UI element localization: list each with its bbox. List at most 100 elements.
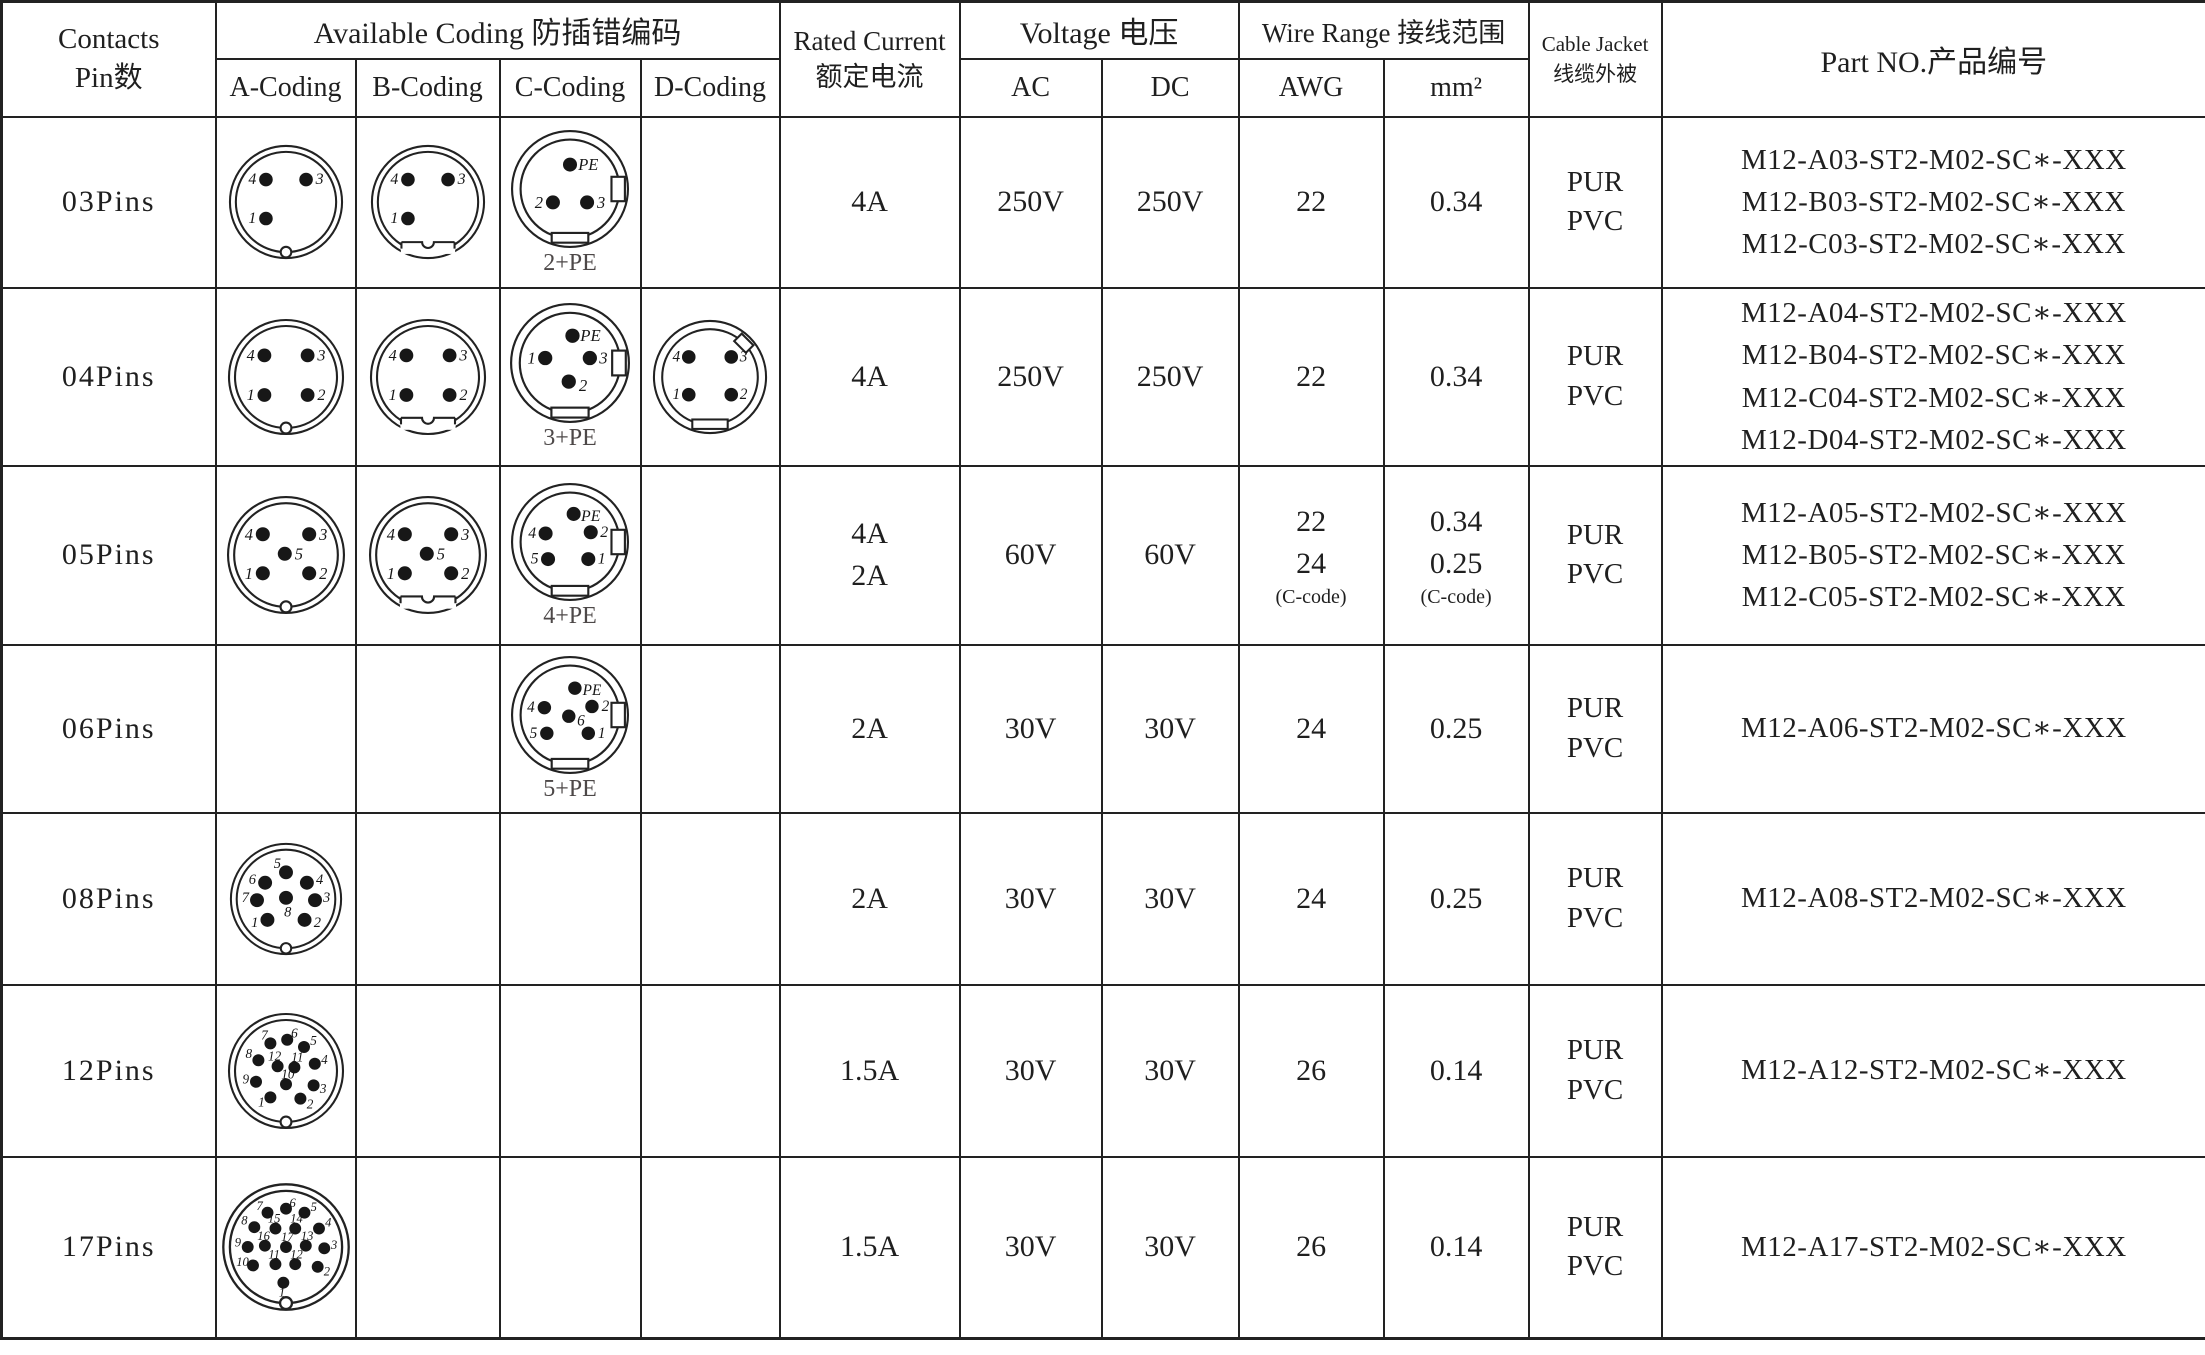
svg-text:8: 8 bbox=[284, 904, 292, 920]
rated-current-cell: 4A bbox=[778, 115, 961, 289]
voltage-ac-cell: 60V bbox=[958, 464, 1103, 646]
wire-awg-cell: 22 bbox=[1237, 115, 1385, 289]
coding-cell-a: 7 6 5 8 4 9 3 1 2 12 11 10 bbox=[214, 983, 357, 1158]
svg-text:3: 3 bbox=[458, 346, 467, 364]
header-contacts: Contacts Pin数 bbox=[0, 0, 217, 118]
svg-text:2: 2 bbox=[579, 376, 587, 395]
rated-current-cell: 2A bbox=[778, 811, 961, 986]
wire-awg-cell: 22 bbox=[1237, 286, 1385, 467]
part-numbers-cell: M12-A03-ST2-M02-SC∗-XXX M12-B03-ST2-M02-S… bbox=[1660, 115, 2205, 289]
wire-mm2-cell: 0.34 0.25 (C-code) bbox=[1382, 464, 1530, 646]
svg-text:2: 2 bbox=[319, 564, 327, 583]
rated-current-cell: 4A 2A bbox=[778, 464, 961, 646]
coding-cell-d bbox=[639, 983, 781, 1158]
connector-diagram: 5 6 4 7 3 8 1 2 bbox=[229, 842, 342, 955]
cable-jacket-value: PVC bbox=[1566, 379, 1624, 412]
svg-text:4: 4 bbox=[248, 171, 256, 188]
part-number: M12-A05-ST2-M02-SC∗-XXX bbox=[1741, 496, 2127, 529]
svg-text:1: 1 bbox=[388, 386, 396, 404]
part-number: M12-A17-ST2-M02-SC∗-XXX bbox=[1741, 1231, 2127, 1264]
cable-jacket-value: PUR bbox=[1566, 692, 1624, 725]
rated-current-cell: 2A bbox=[778, 643, 961, 814]
cable-jacket-value: PVC bbox=[1566, 1073, 1624, 1106]
svg-text:5: 5 bbox=[436, 544, 444, 563]
svg-text:3: 3 bbox=[330, 1238, 337, 1252]
table-row: 03Pins 4 3 1 4 3 1 PE 2 3 2+PE 4A 250V 250V 22 0.34 PUR P… bbox=[0, 115, 2205, 289]
coding-cell-c bbox=[498, 811, 642, 986]
svg-text:PE: PE bbox=[579, 327, 600, 346]
cable-jacket-value: PVC bbox=[1566, 558, 1624, 590]
header-wire-range: Wire Range 接线范围 bbox=[1237, 0, 1530, 60]
svg-text:3: 3 bbox=[460, 525, 469, 544]
svg-text:13: 13 bbox=[300, 1229, 313, 1243]
header-available-coding: Available Coding 防插错编码 bbox=[214, 0, 781, 60]
cable-jacket-value: PVC bbox=[1566, 205, 1624, 237]
svg-text:4: 4 bbox=[388, 346, 396, 364]
svg-text:4: 4 bbox=[316, 871, 323, 887]
table-row: 08Pins 5 6 4 7 3 8 1 2 2A 30V 30V 24 0.25 PUR PVC M12-A0… bbox=[0, 811, 2205, 986]
svg-text:10: 10 bbox=[281, 1066, 295, 1081]
cable-jacket-value: PUR bbox=[1566, 340, 1624, 373]
part-numbers-cell: M12-A17-ST2-M02-SC∗-XXX bbox=[1660, 1155, 2205, 1340]
connector-diagram: 4 35 1 2 bbox=[368, 495, 487, 615]
connector-diagram: 4 3 1 bbox=[370, 144, 485, 260]
connector-diagram: 4 3 1 2 bbox=[652, 319, 768, 434]
mm2-value: 0.25 bbox=[1429, 547, 1483, 580]
coding-cell-a: 5 6 4 7 3 8 1 2 bbox=[214, 811, 357, 986]
svg-text:10: 10 bbox=[236, 1255, 249, 1269]
coding-cell-d: 4 3 1 2 bbox=[639, 286, 781, 467]
wire-awg-cell: 26 bbox=[1237, 983, 1385, 1158]
wire-mm2-cell: 0.14 bbox=[1382, 1155, 1530, 1340]
svg-text:5: 5 bbox=[273, 856, 280, 872]
rated-current-value: 2A bbox=[851, 711, 888, 745]
voltage-dc-cell: 30V bbox=[1100, 643, 1240, 814]
header-ac: AC bbox=[958, 57, 1103, 118]
connector-diagram: 7 6 5 8 4 9 3 10 2 1 15 14 16 17 13 11 12 bbox=[221, 1183, 350, 1312]
svg-text:1: 1 bbox=[390, 210, 398, 227]
svg-text:3: 3 bbox=[598, 349, 607, 368]
svg-text:4: 4 bbox=[325, 1216, 331, 1230]
svg-text:1: 1 bbox=[246, 386, 254, 404]
table-body: 03Pins 4 3 1 4 3 1 PE 2 3 2+PE 4A 250V 250V 22 0.34 PUR P… bbox=[0, 115, 2205, 1340]
svg-text:1: 1 bbox=[248, 210, 256, 227]
svg-text:17: 17 bbox=[281, 1230, 294, 1244]
wire-awg-cell: 22 24 (C-code) bbox=[1237, 464, 1385, 646]
wire-mm2-cell: 0.14 bbox=[1382, 983, 1530, 1158]
coding-diagram-wrap: PE 1 3 2 3+PE bbox=[502, 301, 639, 451]
header-cable-jacket-cn: 线缆外被 bbox=[1553, 62, 1638, 87]
connector-diagram: PE 4 2 5 1 bbox=[510, 482, 630, 601]
svg-text:6: 6 bbox=[289, 1196, 296, 1210]
coding-cell-c: PE 2 3 2+PE bbox=[498, 115, 642, 289]
svg-text:6: 6 bbox=[248, 871, 256, 887]
svg-text:12: 12 bbox=[268, 1048, 282, 1063]
part-numbers-cell: M12-A12-ST2-M02-SC∗-XXX bbox=[1660, 983, 2205, 1158]
coding-diagram-wrap: 7 6 5 8 4 9 3 1 2 12 11 10 bbox=[218, 1011, 354, 1131]
voltage-ac-cell: 250V bbox=[958, 286, 1103, 467]
coding-cell-c bbox=[498, 1155, 642, 1340]
connector-diagram: PE 2 3 bbox=[510, 129, 630, 248]
svg-text:4: 4 bbox=[673, 348, 681, 365]
coding-diagram-wrap: 4 3 1 2 bbox=[218, 317, 354, 437]
mm2-value: 0.34 bbox=[1429, 359, 1483, 393]
wire-awg-cell: 24 bbox=[1237, 811, 1385, 986]
svg-text:1: 1 bbox=[251, 914, 258, 930]
svg-text:1: 1 bbox=[258, 1094, 265, 1109]
rated-current-value: 4A bbox=[851, 185, 888, 218]
part-number: M12-A06-ST2-M02-SC∗-XXX bbox=[1741, 712, 2127, 745]
row-pins-label: 17Pins bbox=[0, 1155, 217, 1340]
part-number: M12-C03-ST2-M02-SC∗-XXX bbox=[1741, 228, 2126, 261]
wire-mm2-cell: 0.34 bbox=[1382, 286, 1530, 467]
coding-cell-d bbox=[639, 643, 781, 814]
table-row: 06Pins PE 4 2 6 5 1 5+PE 2A 30V 30V 24 0.25 PUR PVC M12… bbox=[0, 643, 2205, 814]
mm2-value: 0.14 bbox=[1429, 1230, 1483, 1264]
header-cable-jacket: Cable Jacket 线缆外被 bbox=[1527, 0, 1663, 118]
row-pins-label: 12Pins bbox=[0, 983, 217, 1158]
svg-text:2: 2 bbox=[313, 914, 320, 930]
coding-diagram-wrap: 7 6 5 8 4 9 3 10 2 1 15 14 16 17 13 11 12 bbox=[218, 1181, 354, 1313]
voltage-ac-cell: 250V bbox=[958, 115, 1103, 289]
svg-text:PE: PE bbox=[577, 155, 598, 174]
svg-text:4: 4 bbox=[244, 525, 252, 544]
mm2-value: 0.25 bbox=[1429, 711, 1483, 745]
part-number: M12-A03-ST2-M02-SC∗-XXX bbox=[1741, 143, 2127, 176]
